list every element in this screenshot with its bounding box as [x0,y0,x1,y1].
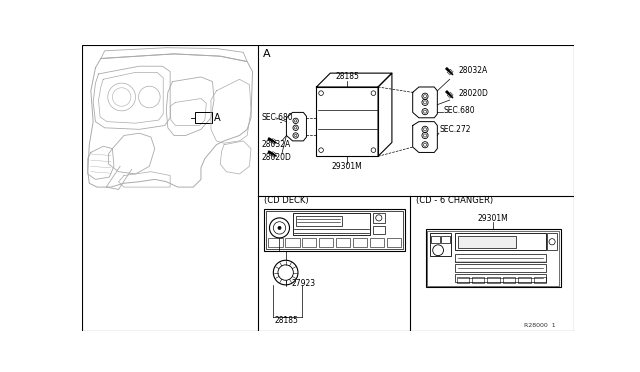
Text: (CD - 6 CHANGER): (CD - 6 CHANGER) [416,196,493,205]
Bar [266,211,403,249]
Bar [431,235,440,243]
Text: A: A [214,113,221,123]
Circle shape [278,226,281,230]
Bar [353,238,367,247]
Bar [285,238,300,247]
Bar [441,235,450,243]
Bar [455,254,546,262]
Text: 28185: 28185 [275,316,298,325]
Bar [455,274,546,282]
Bar [369,238,384,247]
Bar [472,277,484,283]
Text: SEC.680: SEC.680 [261,113,292,122]
Text: R28000  1: R28000 1 [524,323,556,328]
Text: 28185: 28185 [335,73,359,81]
Bar [264,209,405,251]
Bar [426,230,561,287]
Bar [293,213,371,235]
Bar [503,277,515,283]
Bar [316,87,378,156]
Bar [534,277,546,283]
Bar [372,225,385,234]
Text: 28020D: 28020D [459,89,489,97]
Bar [455,264,546,272]
Bar [195,112,212,123]
Bar [387,238,401,247]
Bar [268,238,283,247]
Bar [428,231,559,286]
Text: 29301M: 29301M [477,214,508,223]
Text: 28032A: 28032A [459,65,488,74]
Text: 28032A: 28032A [261,140,291,149]
Text: A: A [262,49,270,59]
Bar [372,213,385,223]
Bar [319,238,333,247]
Text: 28020D: 28020D [261,153,291,162]
Text: 29301M: 29301M [332,162,363,171]
Bar [429,233,451,256]
Bar [455,233,546,250]
Bar [458,235,516,248]
Text: SEC.680: SEC.680 [444,106,475,115]
Bar [302,238,316,247]
Bar [518,277,531,283]
Text: 27923: 27923 [291,279,315,288]
Bar [488,277,500,283]
Bar [547,233,557,250]
Bar [336,238,350,247]
Bar [456,277,469,283]
Bar [296,216,342,226]
Text: SEC.272: SEC.272 [440,125,471,134]
Text: (CD DECK): (CD DECK) [264,196,308,205]
